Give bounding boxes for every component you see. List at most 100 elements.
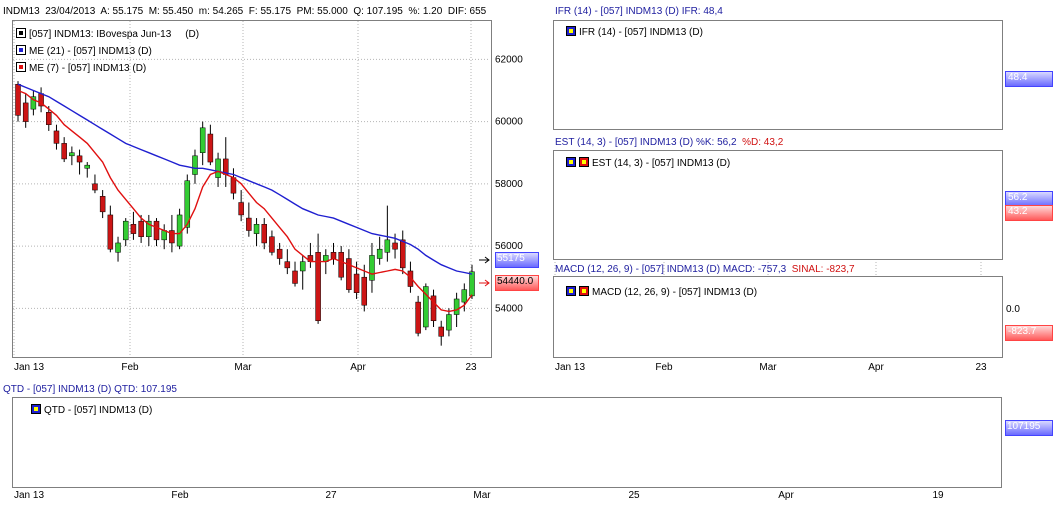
ifr-title: IFR (14) - [057] INDM13 (D) IFR: 48,4 xyxy=(555,6,723,17)
legend-text: EST (14, 3) - [057] INDM13 (D) xyxy=(592,158,731,169)
qtd-x-tick: Apr xyxy=(778,490,794,501)
candle-body xyxy=(207,133,214,163)
candle-body xyxy=(269,236,275,253)
ma-arrow xyxy=(479,279,490,287)
qtd-x-tick: Mar xyxy=(473,490,491,501)
candle-body xyxy=(399,239,406,269)
candle-body xyxy=(430,295,437,322)
qtd-value-text: 107195 xyxy=(1007,421,1041,432)
price-y-tick: 58000 xyxy=(495,179,523,190)
candle-body xyxy=(61,143,67,160)
candle-body xyxy=(423,286,429,328)
candle-body xyxy=(84,164,91,169)
candle-body xyxy=(407,270,414,287)
red-square-icon xyxy=(16,62,26,72)
candle-body xyxy=(384,239,391,253)
blue-square-icon xyxy=(566,157,576,167)
price-y-tick: 56000 xyxy=(495,241,523,252)
legend-suffix: (D) xyxy=(185,29,200,40)
candle-body xyxy=(369,255,375,281)
candle-body xyxy=(138,220,144,237)
qtd-plot-frame[interactable] xyxy=(12,397,1002,488)
candle-body xyxy=(438,326,444,337)
candle-body xyxy=(246,217,252,231)
qtd-legend: QTD - [057] INDM13 (D) xyxy=(31,404,152,416)
ifr-value-text: 48.4 xyxy=(1008,72,1028,83)
price-x-tick: Apr xyxy=(350,362,366,373)
est-title: EST (14, 3) - [057] INDM13 (D) %K: 56,2 … xyxy=(555,137,783,148)
price-plot-frame[interactable] xyxy=(12,20,492,358)
osc-x-tick: 23 xyxy=(975,362,987,373)
ma7-line xyxy=(17,89,473,313)
header-diff: DIF: 655 xyxy=(447,6,487,17)
candle-body xyxy=(99,196,106,213)
candle-body xyxy=(315,252,321,322)
price-header: INDM13 23/04/2013 A: 55.175 M: 55.450 m:… xyxy=(3,6,486,17)
candle-body xyxy=(130,224,137,234)
header-min: m: 54.265 xyxy=(198,6,244,17)
candle-body xyxy=(153,220,160,241)
candle-body xyxy=(261,224,267,244)
candle-body xyxy=(192,155,198,175)
est-plot-frame[interactable] xyxy=(553,150,1003,260)
candle-body xyxy=(461,289,468,303)
est-d-text: 43.2 xyxy=(1008,206,1028,217)
header-quantity: Q: 107.195 xyxy=(353,6,403,17)
red-square-icon xyxy=(579,286,589,296)
header-close: F: 55.175 xyxy=(248,6,292,17)
price-legend-1: [057] INDM13: IBovespa Jun-13 (D) xyxy=(16,28,199,40)
candle-body xyxy=(146,220,152,237)
legend-text: ME (7) - [057] INDM13 (D) xyxy=(29,63,147,74)
price-x-tick: Mar xyxy=(234,362,252,373)
header-symbol: INDM13 xyxy=(3,6,40,17)
macd-title-macd: MACD (12, 26, 9) - [057] INDM13 (D) MACD… xyxy=(555,264,787,275)
osc-x-tick: Mar xyxy=(759,362,777,373)
ma21-line xyxy=(17,83,473,275)
candle-body xyxy=(115,242,121,253)
macd-plot-frame[interactable] xyxy=(553,276,1003,358)
qtd-x-tick: 25 xyxy=(628,490,640,501)
macd-zero-label: 0.0 xyxy=(1006,304,1020,315)
candle-body xyxy=(338,252,344,278)
red-square-icon xyxy=(579,157,589,167)
est-title-k: EST (14, 3) - [057] INDM13 (D) %K: 56,2 xyxy=(555,137,737,148)
candle-body xyxy=(230,177,237,194)
candle-body xyxy=(92,183,98,191)
osc-x-tick: Feb xyxy=(655,362,673,373)
ifr-plot-frame[interactable] xyxy=(553,20,1003,130)
legend-text: IFR (14) - [057] INDM13 (D) xyxy=(579,27,703,38)
candle-body xyxy=(330,252,337,259)
candle-body xyxy=(76,155,83,163)
candle-body xyxy=(284,261,291,269)
last-price-arrow xyxy=(479,256,490,264)
candle-body xyxy=(238,202,244,216)
macd-title: MACD (12, 26, 9) - [057] INDM13 (D) MACD… xyxy=(555,264,855,275)
price-y-tick: 60000 xyxy=(495,117,523,128)
osc-x-tick: Jan 13 xyxy=(555,362,585,373)
candle-body xyxy=(215,158,221,178)
candle-body xyxy=(276,248,283,259)
candle-body xyxy=(107,214,114,250)
black-square-icon xyxy=(16,28,26,38)
qtd-x-tick: Feb xyxy=(171,490,189,501)
macd-legend: MACD (12, 26, 9) - [057] INDM13 (D) xyxy=(566,286,757,298)
price-x-tick: Jan 13 xyxy=(14,362,44,373)
est-title-d: %D: 43,2 xyxy=(742,137,784,148)
candle-body xyxy=(346,258,352,290)
candle-body xyxy=(69,152,75,157)
candle-body xyxy=(361,276,368,306)
candle-body xyxy=(122,220,129,241)
est-d-label: 43.2 xyxy=(1005,205,1053,221)
qtd-x-tick: 27 xyxy=(325,490,337,501)
qtd-value-label: 107195 xyxy=(1005,420,1053,436)
price-y-tick: 62000 xyxy=(495,54,523,65)
header-open: A: 55.175 xyxy=(100,6,144,17)
macd-value-text: -823.7 xyxy=(1008,326,1037,337)
price-x-tick: Feb xyxy=(121,362,139,373)
legend-text: MACD (12, 26, 9) - [057] INDM13 (D) xyxy=(592,287,758,298)
ma-value-label: 54440.0 xyxy=(495,275,539,291)
candle-body xyxy=(15,83,21,116)
candle-body xyxy=(469,271,475,297)
candle-body xyxy=(415,301,421,334)
ifr-legend: IFR (14) - [057] INDM13 (D) xyxy=(566,26,703,38)
